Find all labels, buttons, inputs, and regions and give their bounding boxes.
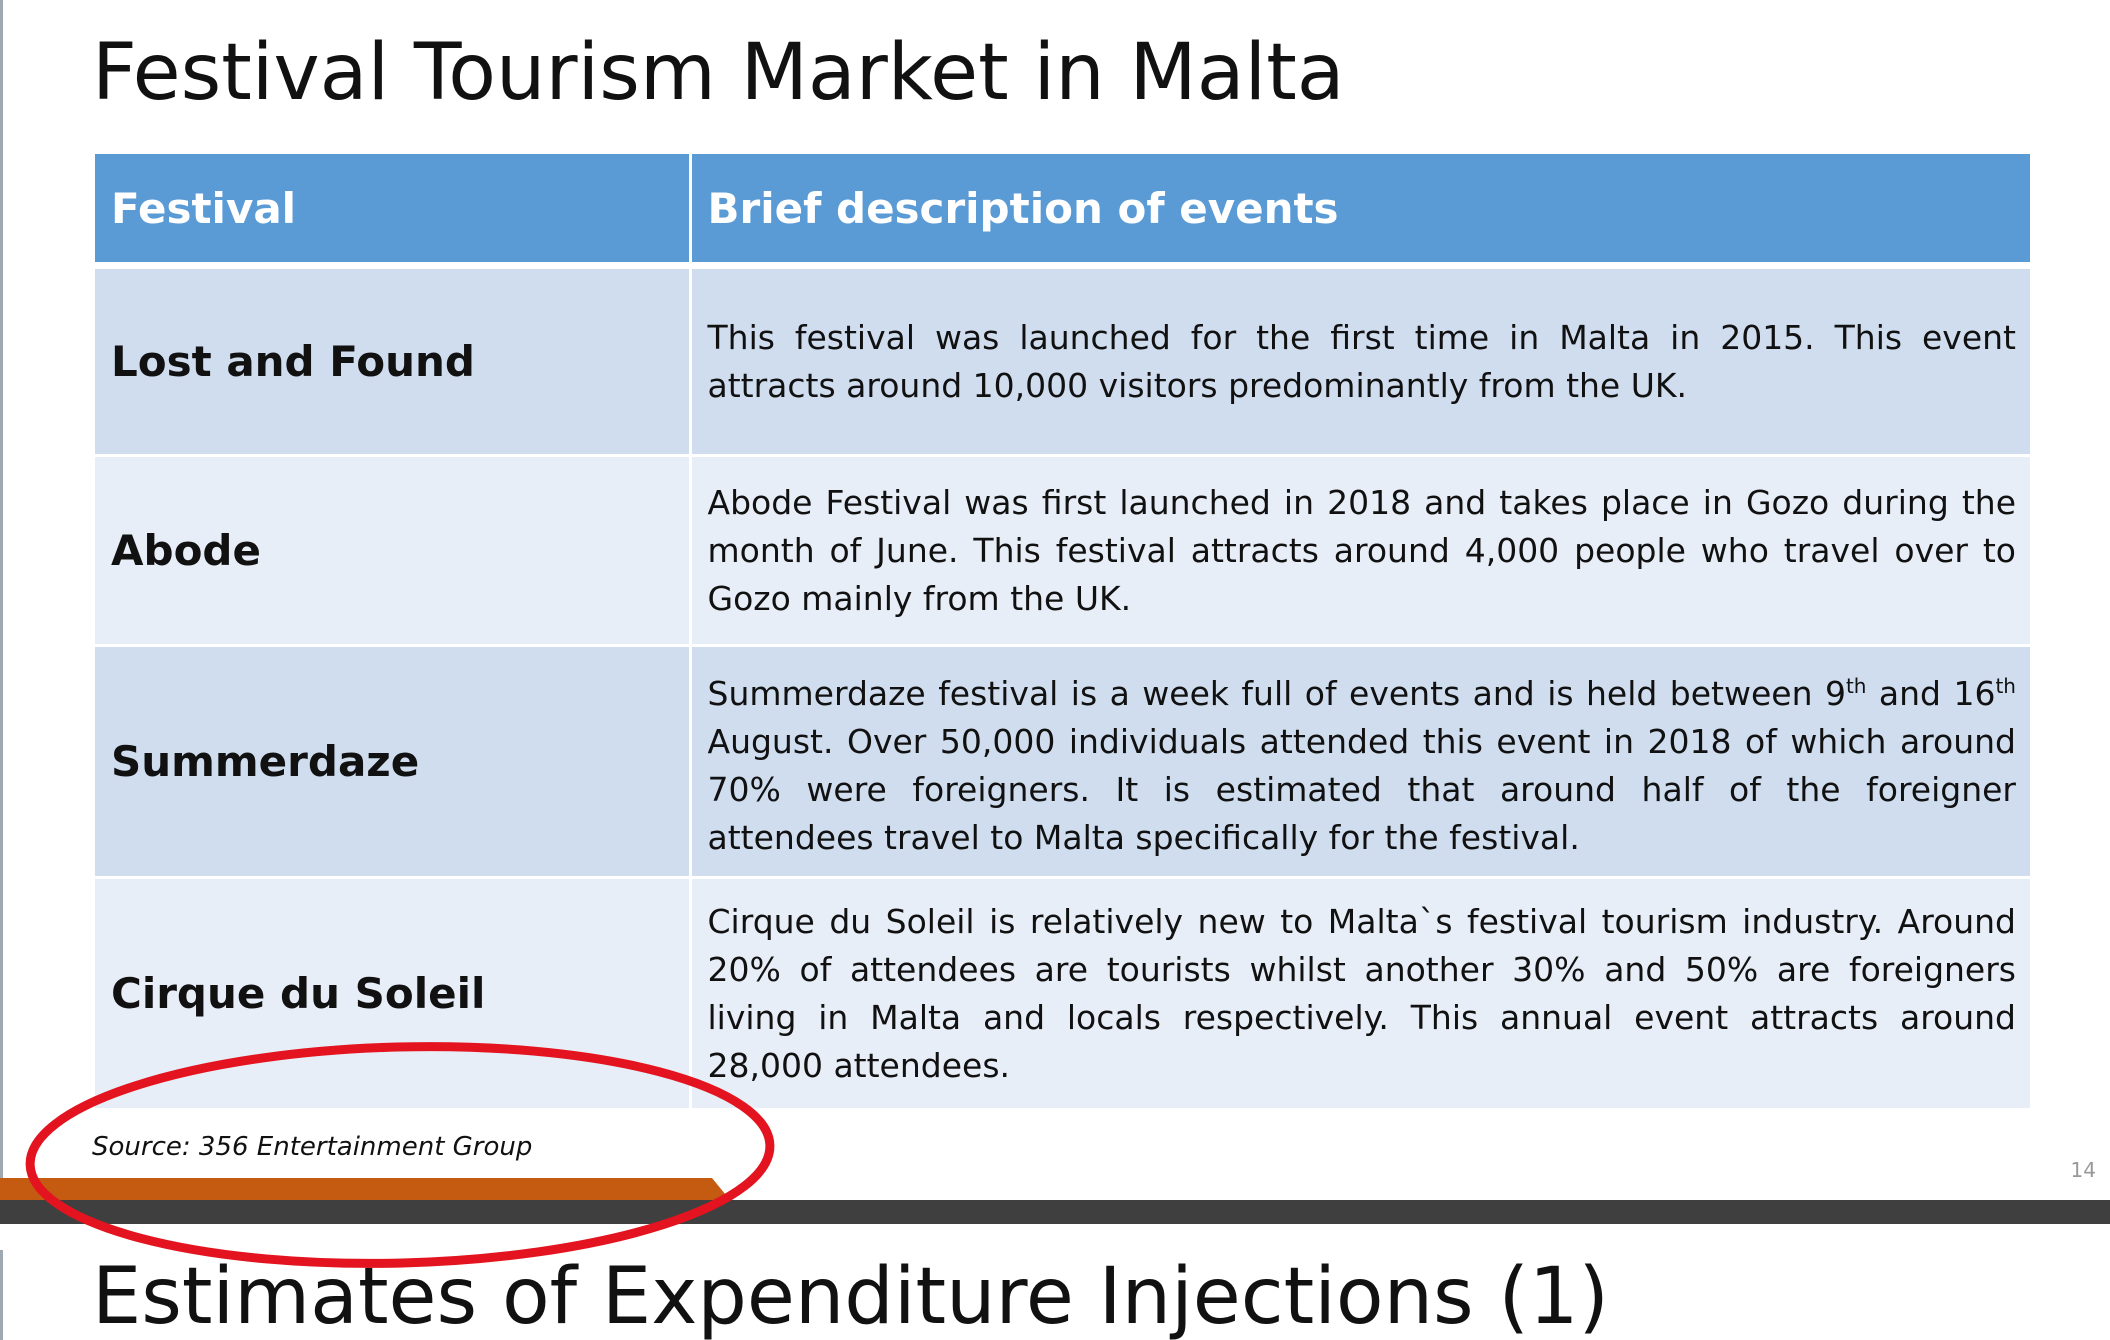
ordinal-suffix: th — [1995, 673, 2016, 698]
description-text: Summerdaze festival is a week full of ev… — [707, 673, 1846, 713]
slide-title: Festival Tourism Market in Malta — [92, 28, 1345, 118]
slide-separator — [0, 1200, 2110, 1224]
description-text: and 16 — [1866, 673, 1996, 713]
festival-description: This festival was launched for the first… — [690, 265, 2030, 457]
festival-name: Abode — [95, 455, 692, 647]
festival-name: Summerdaze — [95, 645, 692, 879]
table-header-row: Festival Brief description of events — [95, 154, 2030, 269]
page-number: 14 — [2070, 1158, 2096, 1182]
table-row: Cirque du Soleil Cirque du Soleil is rel… — [95, 877, 2030, 1111]
table-row: Abode Abode Festival was first launched … — [95, 455, 2030, 647]
header-description: Brief description of events — [690, 154, 2030, 269]
next-slide-title: Estimates of Expenditure Injections (1) — [92, 1252, 1609, 1340]
festival-description: Abode Festival was first launched in 201… — [690, 455, 2030, 647]
festival-table: Festival Brief description of events Los… — [95, 154, 2030, 1111]
description-text: August. Over 50,000 individuals attended… — [707, 721, 2017, 857]
festival-name: Cirque du Soleil — [95, 877, 692, 1111]
accent-bar — [0, 1178, 730, 1200]
left-border-rule — [0, 0, 3, 1180]
header-festival: Festival — [95, 154, 692, 269]
festival-description: Cirque du Soleil is relatively new to Ma… — [690, 877, 2030, 1111]
festival-description: Summerdaze festival is a week full of ev… — [690, 645, 2030, 879]
table-row: Summerdaze Summerdaze festival is a week… — [95, 645, 2030, 879]
left-border-rule-next — [0, 1250, 3, 1340]
festival-name: Lost and Found — [95, 265, 692, 457]
ordinal-suffix: th — [1845, 673, 1867, 698]
source-note: Source: 356 Entertainment Group — [92, 1132, 533, 1162]
table-row: Lost and Found This festival was launche… — [95, 265, 2030, 457]
